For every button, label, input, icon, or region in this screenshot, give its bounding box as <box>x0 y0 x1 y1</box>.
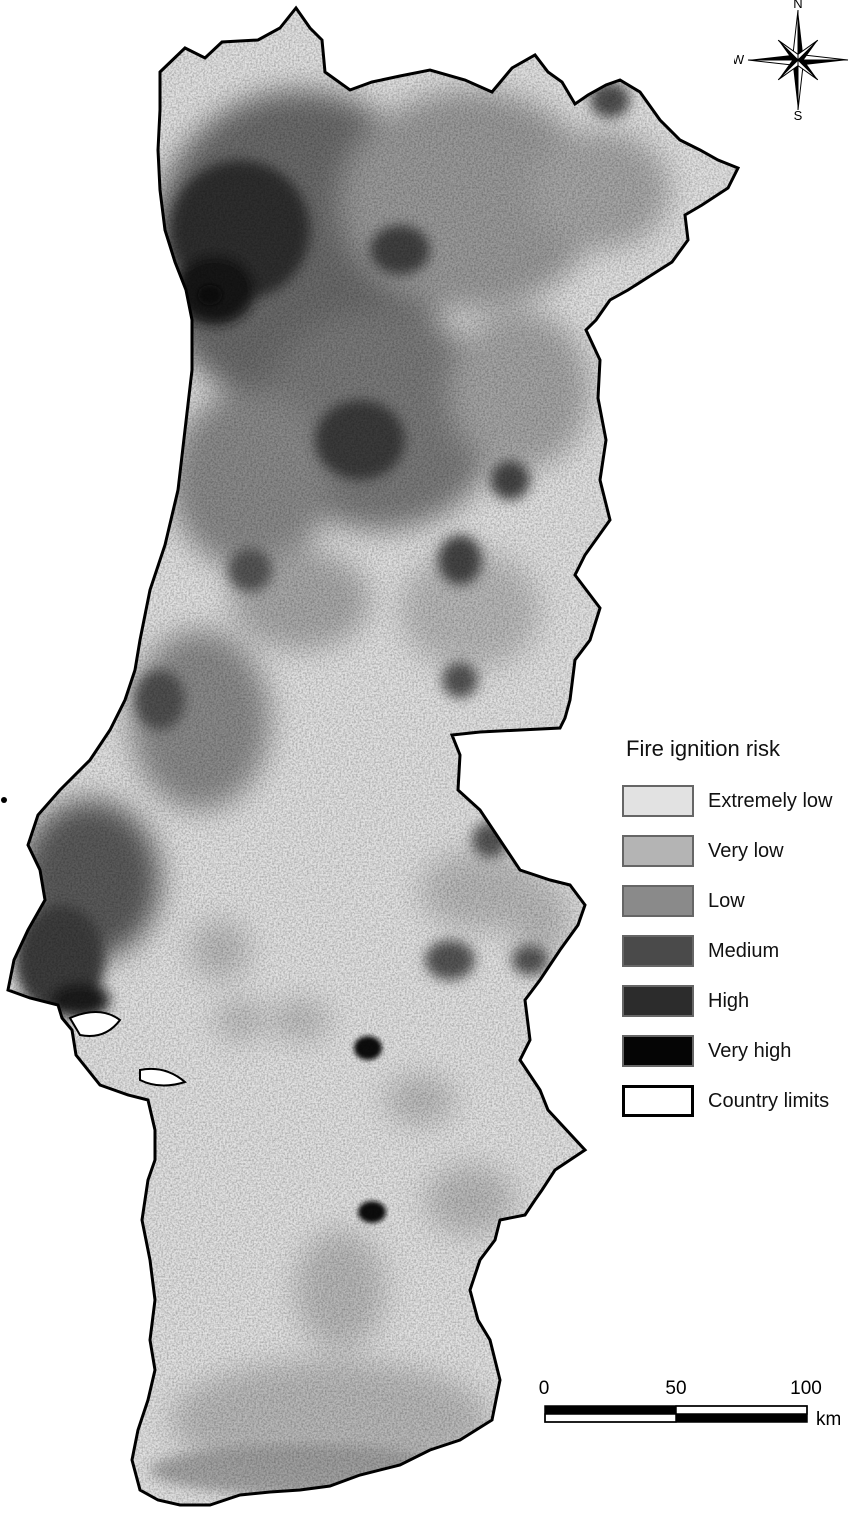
scale-seg-1 <box>545 1406 676 1414</box>
legend-label: Medium <box>708 939 780 962</box>
compass-north: N <box>793 0 802 11</box>
scale-tick-50: 50 <box>665 1378 686 1399</box>
legend-swatch <box>622 1035 694 1067</box>
legend-item: Medium <box>622 926 850 976</box>
scale-tick-100: 100 <box>790 1378 822 1399</box>
legend-label: Extremely low <box>708 789 833 812</box>
scale-bar: 0 50 100 km <box>539 1378 840 1430</box>
compass-west: W <box>734 52 745 67</box>
legend-item: Very low <box>622 826 850 876</box>
legend-item: Extremely low <box>622 776 850 826</box>
legend-label: High <box>708 989 750 1012</box>
compass-south: S <box>794 108 803 120</box>
legend-item: Country limits <box>622 1076 850 1126</box>
scale-unit: km <box>816 1409 840 1430</box>
scale-seg-4 <box>676 1414 807 1422</box>
scale-seg-2 <box>675 1405 808 1415</box>
legend-item: High <box>622 976 850 1026</box>
compass-rose-icon: N S W <box>734 0 849 120</box>
scale-seg-3 <box>544 1413 677 1423</box>
scale-tick-0: 0 <box>539 1378 550 1399</box>
legend-label: Very high <box>708 1039 792 1062</box>
legend-swatch <box>622 835 694 867</box>
legend-label: Country limits <box>708 1089 830 1112</box>
legend-swatch <box>622 885 694 917</box>
legend-label: Low <box>708 889 745 912</box>
sado-estuary <box>139 1067 188 1087</box>
legend-label: Very low <box>708 839 784 862</box>
legend-swatch <box>622 985 694 1017</box>
legend-swatch <box>622 785 694 817</box>
legend-item: Very high <box>622 1026 850 1076</box>
tagus-estuary <box>68 1011 122 1037</box>
legend-swatch <box>622 1085 694 1117</box>
islet <box>1 797 7 803</box>
legend-item: Low <box>622 876 850 926</box>
legend-swatch <box>622 935 694 967</box>
legend-title: Fire ignition risk <box>626 736 781 761</box>
legend: Fire ignition risk Extremely low Very low… <box>622 736 850 1126</box>
